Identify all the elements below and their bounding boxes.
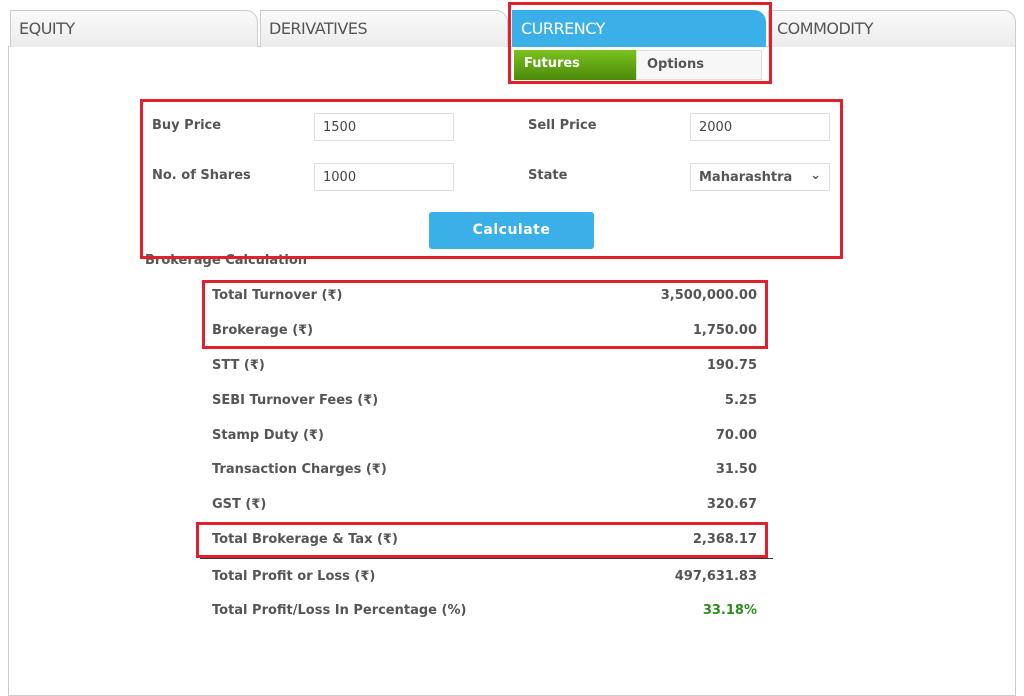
result-row: Total Brokerage & Tax (₹) 2,368.17	[212, 532, 757, 552]
result-label: Total Brokerage & Tax (₹)	[212, 532, 398, 547]
tab-derivatives[interactable]: DERIVATIVES	[260, 10, 508, 47]
result-value: 5.25	[724, 393, 757, 408]
state-select[interactable]: Maharashtra ⌄	[690, 163, 830, 191]
tab-currency[interactable]: CURRENCY	[512, 10, 766, 47]
tab-equity[interactable]: EQUITY	[10, 10, 258, 47]
result-value: 31.50	[715, 462, 757, 477]
buy-price-label: Buy Price	[152, 118, 222, 133]
tab-commodity[interactable]: COMMODITY	[768, 10, 1016, 47]
result-row: Transaction Charges (₹) 31.50	[212, 462, 757, 482]
chevron-down-icon: ⌄	[810, 168, 821, 183]
result-value: 1,750.00	[692, 323, 757, 338]
sell-price-label: Sell Price	[528, 118, 597, 133]
result-value: 3,500,000.00	[660, 288, 757, 303]
result-value: 70.00	[715, 428, 757, 443]
shares-label: No. of Shares	[152, 168, 251, 183]
result-label: Brokerage (₹)	[212, 323, 314, 338]
result-label: GST (₹)	[212, 497, 267, 512]
buy-price-input[interactable]: 1500	[314, 113, 454, 141]
subtab-options[interactable]: Options	[636, 50, 762, 80]
sell-price-input[interactable]: 2000	[690, 113, 830, 141]
result-label: SEBI Turnover Fees (₹)	[212, 393, 379, 408]
result-row: Total Profit or Loss (₹) 497,631.83	[212, 569, 757, 589]
state-label: State	[528, 168, 568, 183]
result-value: 320.67	[706, 497, 757, 512]
result-row: GST (₹) 320.67	[212, 497, 757, 517]
subtab-futures[interactable]: Futures	[514, 50, 636, 80]
result-value: 497,631.83	[674, 569, 757, 584]
result-row: SEBI Turnover Fees (₹) 5.25	[212, 393, 757, 413]
result-row: Total Profit/Loss In Percentage (%) 33.18…	[212, 603, 757, 623]
result-label: Transaction Charges (₹)	[212, 462, 387, 477]
result-label: Total Profit/Loss In Percentage (%)	[212, 603, 467, 618]
result-label: Stamp Duty (₹)	[212, 428, 324, 443]
shares-input[interactable]: 1000	[314, 163, 454, 191]
state-value: Maharashtra	[699, 170, 793, 185]
result-row: Total Turnover (₹) 3,500,000.00	[212, 288, 757, 308]
result-row: Stamp Duty (₹) 70.00	[212, 428, 757, 448]
results-heading: Brokerage Calculation	[145, 253, 308, 268]
result-label: STT (₹)	[212, 358, 265, 373]
result-row: Brokerage (₹) 1,750.00	[212, 323, 757, 343]
result-row: STT (₹) 190.75	[212, 358, 757, 378]
result-label: Total Turnover (₹)	[212, 288, 343, 303]
result-value: 190.75	[706, 358, 757, 373]
result-value: 2,368.17	[692, 532, 757, 547]
calculate-button[interactable]: Calculate	[429, 212, 594, 249]
result-label: Total Profit or Loss (₹)	[212, 569, 376, 584]
divider	[200, 558, 773, 559]
result-value: 33.18%	[702, 603, 757, 618]
